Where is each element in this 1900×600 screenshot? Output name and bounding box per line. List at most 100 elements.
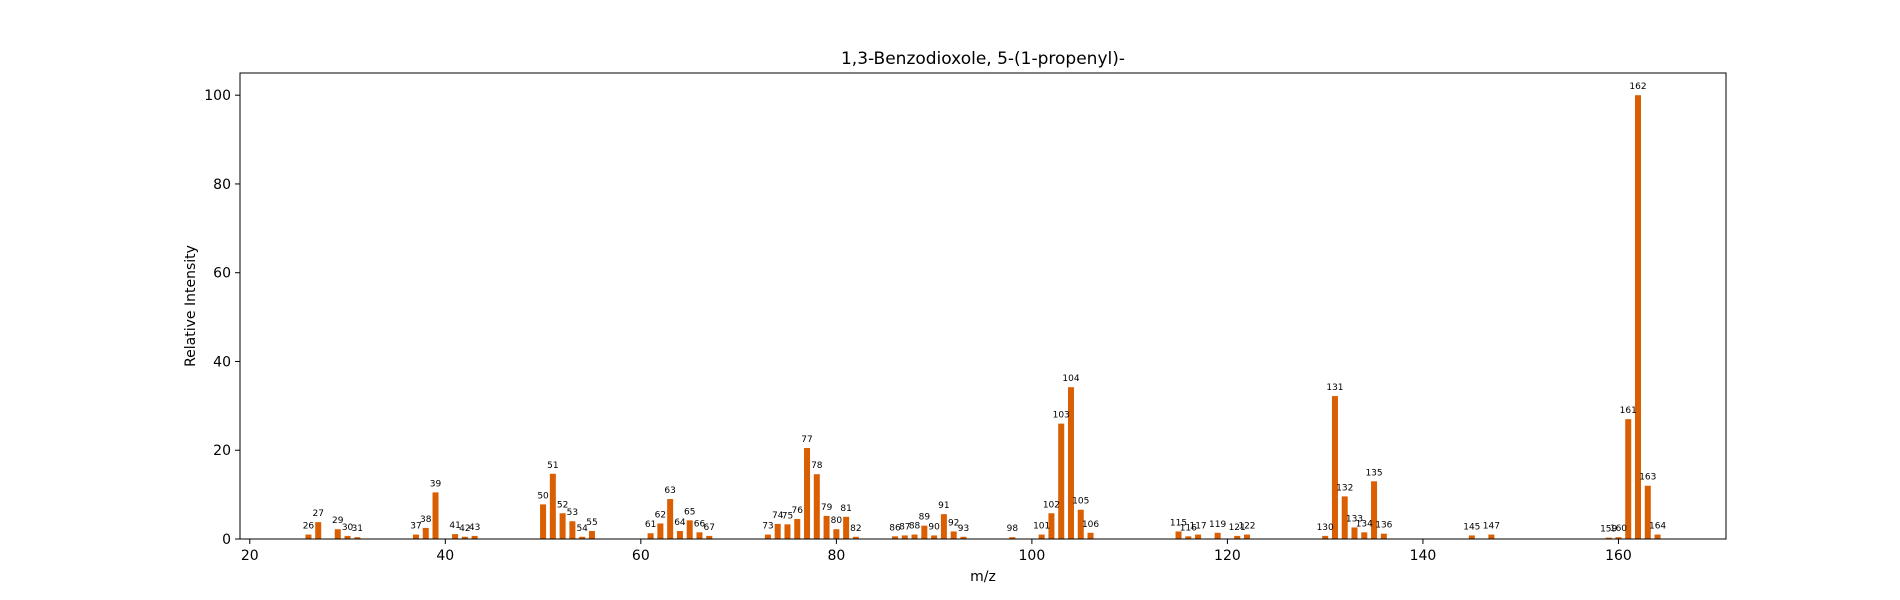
bars-group <box>305 95 1661 539</box>
peak-label-134: 134 <box>1356 519 1373 529</box>
peak-bar-61 <box>647 533 654 539</box>
peak-label-74: 74 <box>772 511 784 521</box>
peak-label-91: 91 <box>938 501 949 511</box>
peak-bar-52 <box>559 513 566 539</box>
peak-label-101: 101 <box>1033 522 1050 532</box>
peak-bar-105 <box>1077 509 1084 539</box>
peak-label-86: 86 <box>889 523 901 533</box>
peak-bar-74 <box>774 523 781 539</box>
peak-label-121: 121 <box>1229 523 1246 533</box>
peak-label-117: 117 <box>1189 522 1206 532</box>
peak-bar-134 <box>1361 532 1368 539</box>
peak-label-67: 67 <box>704 523 715 533</box>
peak-label-37: 37 <box>410 522 421 532</box>
peak-label-50: 50 <box>537 491 549 501</box>
y-tick-label: 20 <box>213 443 231 459</box>
peak-label-147: 147 <box>1483 522 1500 532</box>
peak-bar-37 <box>412 534 419 539</box>
y-tick-label: 100 <box>204 88 231 104</box>
peak-bar-147 <box>1488 534 1495 539</box>
x-tick-label: 120 <box>1214 548 1241 564</box>
x-tick-label: 40 <box>436 548 454 564</box>
peak-bar-92 <box>950 531 957 539</box>
peak-label-65: 65 <box>684 507 695 517</box>
peak-bar-131 <box>1331 396 1338 539</box>
peak-bar-64 <box>676 531 683 539</box>
peak-bar-67 <box>706 535 713 539</box>
peak-label-90: 90 <box>928 522 940 532</box>
peak-label-78: 78 <box>811 461 823 471</box>
peak-bar-104 <box>1067 387 1074 539</box>
y-tick-label: 80 <box>213 177 231 193</box>
peak-label-160: 160 <box>1610 524 1627 534</box>
peak-bar-76 <box>794 519 801 539</box>
peak-bar-29 <box>334 529 341 539</box>
peak-label-161: 161 <box>1620 406 1637 416</box>
y-tick-label: 40 <box>213 354 231 370</box>
peak-label-106: 106 <box>1082 520 1099 530</box>
peak-label-31: 31 <box>352 524 363 534</box>
peak-bar-66 <box>696 532 703 539</box>
peak-bar-136 <box>1380 533 1387 539</box>
peak-bar-162 <box>1635 95 1642 539</box>
peak-bar-159 <box>1605 537 1612 539</box>
peak-label-105: 105 <box>1072 497 1089 507</box>
peak-bar-51 <box>549 473 556 539</box>
peak-bar-79 <box>823 515 830 539</box>
peak-label-66: 66 <box>694 519 706 529</box>
y-axis: 0 20 40 60 80 100 <box>204 88 240 548</box>
peak-label-61: 61 <box>645 520 656 530</box>
peak-label-136: 136 <box>1375 521 1392 531</box>
peak-label-81: 81 <box>840 504 851 514</box>
peak-label-164: 164 <box>1649 522 1666 532</box>
x-tick-label: 80 <box>827 548 845 564</box>
peak-label-131: 131 <box>1326 383 1343 393</box>
peak-bar-130 <box>1322 535 1329 539</box>
peak-bar-55 <box>588 531 595 539</box>
peak-label-102: 102 <box>1043 500 1060 510</box>
peak-bar-78 <box>813 474 820 539</box>
y-axis-label: Relative Intensity <box>183 245 199 367</box>
peak-label-42: 42 <box>459 524 470 534</box>
peak-label-89: 89 <box>919 513 931 523</box>
peak-bar-115 <box>1175 531 1182 539</box>
peak-bar-62 <box>657 523 664 539</box>
peak-label-54: 54 <box>576 524 588 534</box>
x-tick-label: 160 <box>1605 548 1632 564</box>
peak-bar-77 <box>804 448 811 539</box>
peak-label-73: 73 <box>762 522 773 532</box>
peak-label-63: 63 <box>664 486 675 496</box>
peak-label-77: 77 <box>801 435 812 445</box>
peak-bar-90 <box>931 535 938 539</box>
peak-bar-98 <box>1009 537 1016 539</box>
peak-bar-89 <box>921 525 928 539</box>
peak-bar-116 <box>1185 536 1192 539</box>
peak-bar-31 <box>354 537 361 539</box>
peak-bar-53 <box>569 521 576 539</box>
x-tick-label: 60 <box>632 548 650 564</box>
peak-label-80: 80 <box>831 516 843 526</box>
peak-label-38: 38 <box>420 515 432 525</box>
peak-label-64: 64 <box>674 518 686 528</box>
peak-label-29: 29 <box>332 516 344 526</box>
peak-label-92: 92 <box>948 518 959 528</box>
peak-bar-101 <box>1038 534 1045 539</box>
peak-bar-133 <box>1351 527 1358 539</box>
chart-title: 1,3-Benzodioxole, 5-(1-propenyl)- <box>841 49 1125 69</box>
peak-bar-161 <box>1625 419 1632 539</box>
peak-label-133: 133 <box>1346 514 1363 524</box>
peak-bar-30 <box>344 535 351 539</box>
peak-label-130: 130 <box>1317 523 1334 533</box>
x-tick-label: 100 <box>1019 548 1046 564</box>
x-axis-label: m/z <box>970 569 996 585</box>
peak-bar-91 <box>940 514 947 539</box>
peak-label-132: 132 <box>1336 483 1353 493</box>
peak-label-104: 104 <box>1062 374 1079 384</box>
peak-bar-26 <box>305 534 312 539</box>
peak-label-51: 51 <box>547 461 558 471</box>
y-tick-label: 0 <box>222 532 231 548</box>
peak-label-55: 55 <box>586 518 597 528</box>
